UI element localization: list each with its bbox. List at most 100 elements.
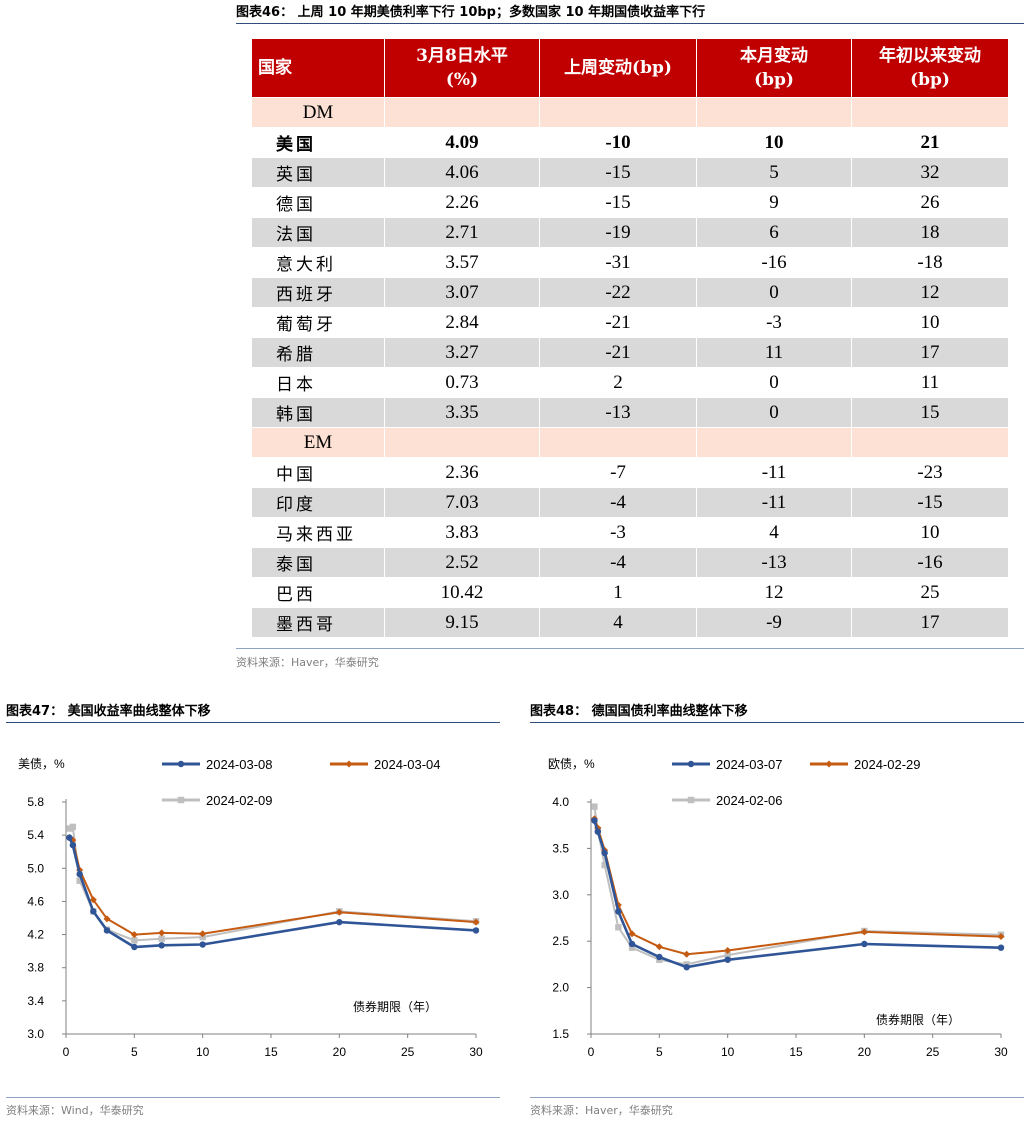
table-cell: -10 [539,127,697,158]
table-cell [696,427,852,458]
data-point [90,908,97,915]
chart48-source-rule [530,1097,1024,1098]
table-cell: 0 [696,397,852,428]
y-tick-label: 2.5 [552,934,569,948]
y-tick-label: 5.4 [27,828,44,842]
table-cell: 2.84 [384,307,540,338]
country-cell: 马来西亚 [251,517,385,548]
y-tick-label: 4.0 [552,795,569,809]
table-cell: 7.03 [384,487,540,518]
data-point [724,956,731,963]
data-point [683,963,690,971]
data-point [131,943,138,951]
data-point [130,931,138,939]
table-group-row: EM [251,427,1009,458]
table-source-rule [236,648,1024,649]
legend-label-2: 2024-03-04 [374,757,441,772]
x-tick-label: 25 [401,1045,415,1059]
group-label: DM [251,97,385,128]
table-cell: -13 [696,547,852,578]
y-tick-label: 4.2 [27,928,44,942]
data-point [628,930,636,938]
table-cell [539,427,697,458]
table-cell [384,97,540,128]
x-tick-label: 5 [656,1045,663,1059]
table-row: 印度 7.03 -4 -11 -15 [251,487,1009,518]
data-point [103,927,111,934]
legend-label-3: 2024-02-09 [206,793,273,808]
data-point [656,953,663,961]
table-cell: 4.09 [384,127,540,158]
table-cell: 1 [539,577,697,608]
data-point [601,849,608,857]
data-point [628,944,636,951]
country-cell: 意大利 [251,247,385,278]
country-cell: 墨西哥 [251,607,385,638]
header-week-change: 上周变动(bp) [539,38,697,98]
table-cell: 9 [696,187,852,218]
data-point [69,841,77,849]
table-cell [851,427,1009,458]
table-row: 法国 2.71 -19 6 18 [251,217,1009,248]
table-cell: -15 [539,187,697,218]
chart48-title-rule [530,722,1024,723]
table-cell: 21 [851,127,1009,158]
table-cell: -21 [539,337,697,368]
table-cell: 10.42 [384,577,540,608]
table-cell: 11 [696,337,852,368]
data-point [724,951,731,959]
country-cell: 希腊 [251,337,385,368]
legend-marker-2 [825,760,833,768]
data-point [158,929,166,937]
data-point [336,918,343,926]
table-cell: -11 [696,457,852,488]
table-cell: -18 [851,247,1009,278]
table-cell: 17 [851,607,1009,638]
table-cell: -22 [539,277,697,308]
y-tick-label: 1.5 [552,1027,569,1041]
table-cell: 4.06 [384,157,540,188]
table-source: 资料来源：Haver，华泰研究 [236,656,379,669]
country-cell: 韩国 [251,397,385,428]
us-yield-curve-chart: 美债，% 2024-03-08 2024-03-04 2024-02-09 3.0 3.4… [18,757,483,1059]
table-cell: 15 [851,397,1009,428]
y-tick-label: 3.5 [552,841,569,855]
table-cell: 3.07 [384,277,540,308]
data-point [591,817,598,824]
data-point [591,803,598,810]
x-tick-label: 10 [196,1045,210,1059]
table-cell: -11 [696,487,852,518]
data-point [76,870,83,878]
x-tick-label: 30 [469,1045,483,1059]
table-cell: -15 [851,487,1009,518]
table-cell: 10 [696,127,852,158]
table-cell [384,427,540,458]
table-row: 马来西亚 3.83 -3 4 10 [251,517,1009,548]
data-point [66,825,73,832]
table-cell: -4 [539,547,697,578]
x-tick-label: 0 [588,1045,595,1059]
legend-marker-1 [687,760,695,768]
table-row: 日本 0.73 2 0 11 [251,367,1009,398]
table-cell: -31 [539,247,697,278]
series-line-2 [68,836,477,936]
table-cell: -23 [851,457,1009,488]
y-tick-label: 2.0 [552,981,569,995]
data-point [199,941,206,948]
table-cell: 9.15 [384,607,540,638]
data-point [89,896,97,904]
table-cell: 17 [851,337,1009,368]
table-body: DM 美国 4.09 -10 10 21 英国 4.06 -15 5 32 德国 2.26 -15 9 26 法… [251,97,1009,638]
data-point [131,937,138,944]
data-point [158,942,165,949]
table-cell: 4 [539,607,697,638]
table-cell: -21 [539,307,697,338]
chart47-title-rule [6,722,500,723]
table-row: 墨西哥 9.15 4 -9 17 [251,607,1009,638]
series-line-3 [593,806,1002,966]
table-cell: 4 [696,517,852,548]
table-cell: -13 [539,397,697,428]
data-point [614,901,622,909]
table-cell: 11 [851,367,1009,398]
x-tick-label: 20 [858,1045,872,1059]
